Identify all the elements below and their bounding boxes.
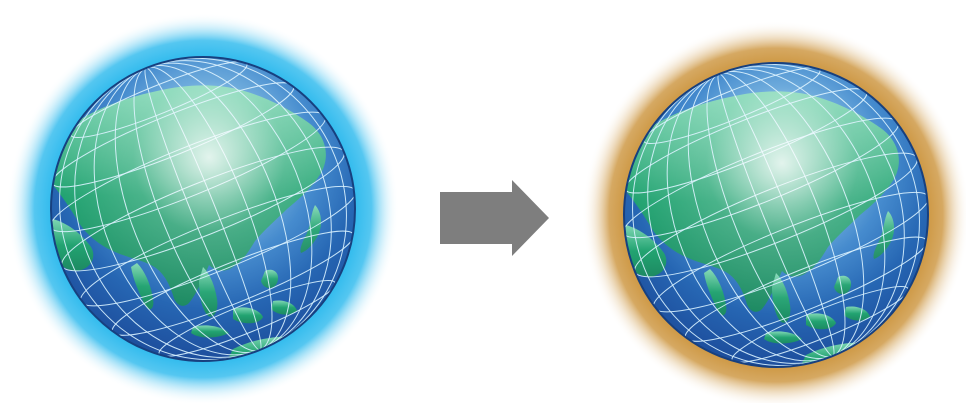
left-globe [7, 13, 399, 403]
right-globe [582, 21, 966, 403]
right-arrow-icon [440, 180, 549, 256]
